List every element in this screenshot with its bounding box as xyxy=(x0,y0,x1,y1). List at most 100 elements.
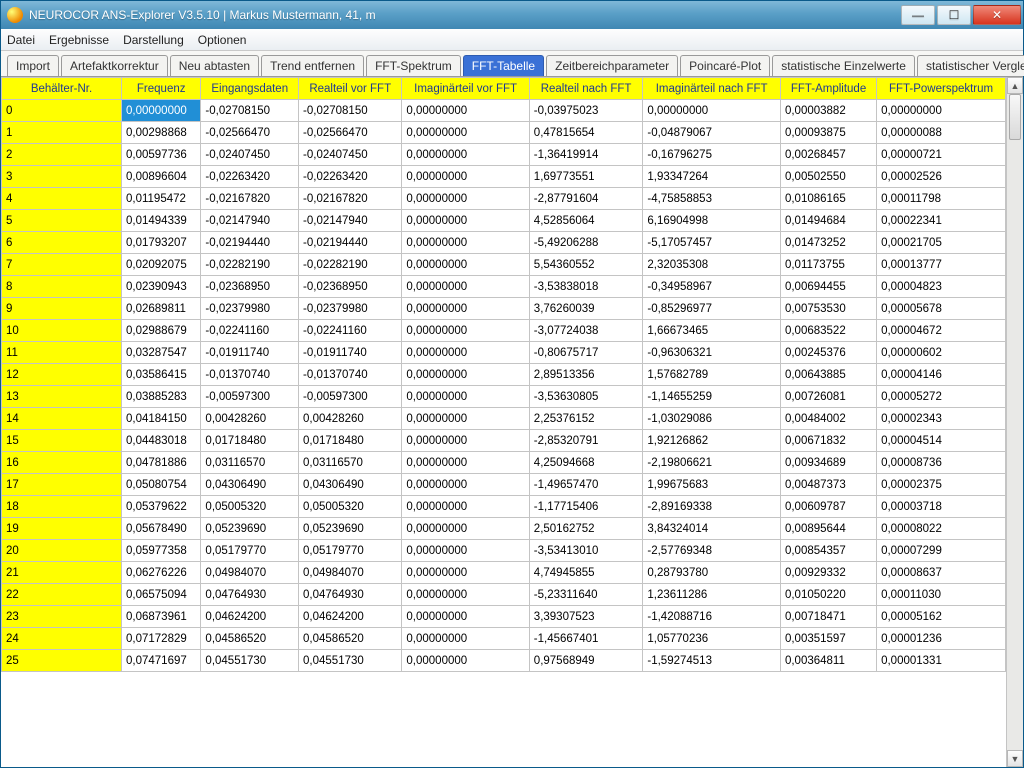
data-cell[interactable]: -0,16796275 xyxy=(643,144,781,166)
data-cell[interactable]: -0,02566470 xyxy=(201,122,299,144)
data-cell[interactable]: -0,02147940 xyxy=(201,210,299,232)
scroll-thumb[interactable] xyxy=(1009,94,1021,140)
data-cell[interactable]: 0,05239690 xyxy=(299,518,402,540)
data-cell[interactable]: 0,04306490 xyxy=(201,474,299,496)
data-cell[interactable]: 0,00000602 xyxy=(877,342,1006,364)
data-cell[interactable]: 0,05080754 xyxy=(122,474,201,496)
data-cell[interactable]: -1,03029086 xyxy=(643,408,781,430)
data-cell[interactable]: -3,07724038 xyxy=(529,320,643,342)
data-cell[interactable]: 0,00000000 xyxy=(402,518,529,540)
scroll-up-arrow[interactable]: ▲ xyxy=(1007,77,1023,94)
data-cell[interactable]: -1,17715406 xyxy=(529,496,643,518)
data-cell[interactable]: 1,05770236 xyxy=(643,628,781,650)
data-cell[interactable]: 0,00351597 xyxy=(780,628,876,650)
data-cell[interactable]: 0,00364811 xyxy=(780,650,876,672)
tab-4[interactable]: FFT-Spektrum xyxy=(366,55,461,76)
data-cell[interactable]: 0,04184150 xyxy=(122,408,201,430)
column-header-4[interactable]: Imaginärteil vor FFT xyxy=(402,78,529,100)
data-cell[interactable]: -3,53413010 xyxy=(529,540,643,562)
scroll-track[interactable] xyxy=(1007,94,1023,750)
data-cell[interactable]: 0,00000000 xyxy=(402,122,529,144)
data-cell[interactable]: 0,28793780 xyxy=(643,562,781,584)
data-cell[interactable]: 0,00093875 xyxy=(780,122,876,144)
data-cell[interactable]: 3,76260039 xyxy=(529,298,643,320)
data-cell[interactable]: 2,50162752 xyxy=(529,518,643,540)
bin-number-cell[interactable]: 21 xyxy=(2,562,122,584)
data-cell[interactable]: 0,04781886 xyxy=(122,452,201,474)
data-cell[interactable]: -0,00597300 xyxy=(201,386,299,408)
data-cell[interactable]: -3,53630805 xyxy=(529,386,643,408)
data-cell[interactable]: -0,02194440 xyxy=(201,232,299,254)
data-cell[interactable]: 1,69773551 xyxy=(529,166,643,188)
menu-options[interactable]: Optionen xyxy=(198,33,247,47)
data-cell[interactable]: 0,02689811 xyxy=(122,298,201,320)
data-cell[interactable]: 0,00003718 xyxy=(877,496,1006,518)
table-row[interactable]: 00,00000000-0,02708150-0,027081500,00000… xyxy=(2,100,1006,122)
data-cell[interactable]: -0,02407450 xyxy=(299,144,402,166)
data-cell[interactable]: 0,00000000 xyxy=(402,210,529,232)
table-row[interactable]: 40,01195472-0,02167820-0,021678200,00000… xyxy=(2,188,1006,210)
menu-results[interactable]: Ergebnisse xyxy=(49,33,109,47)
data-cell[interactable]: 5,54360552 xyxy=(529,254,643,276)
data-cell[interactable]: 0,01718480 xyxy=(299,430,402,452)
data-cell[interactable]: 0,00000000 xyxy=(402,430,529,452)
data-cell[interactable]: 0,00000000 xyxy=(402,232,529,254)
data-cell[interactable]: 0,00000088 xyxy=(877,122,1006,144)
tab-0[interactable]: Import xyxy=(7,55,59,76)
table-row[interactable]: 250,074716970,045517300,045517300,000000… xyxy=(2,650,1006,672)
data-cell[interactable]: 0,04551730 xyxy=(201,650,299,672)
data-cell[interactable]: 0,04764930 xyxy=(201,584,299,606)
data-cell[interactable]: -5,17057457 xyxy=(643,232,781,254)
data-cell[interactable]: 0,02092075 xyxy=(122,254,201,276)
bin-number-cell[interactable]: 10 xyxy=(2,320,122,342)
data-cell[interactable]: 0,00008022 xyxy=(877,518,1006,540)
data-cell[interactable]: 0,00013777 xyxy=(877,254,1006,276)
data-cell[interactable]: -2,19806621 xyxy=(643,452,781,474)
table-row[interactable]: 10,00298868-0,02566470-0,025664700,00000… xyxy=(2,122,1006,144)
tab-6[interactable]: Zeitbereichparameter xyxy=(546,55,678,76)
data-cell[interactable]: 3,84324014 xyxy=(643,518,781,540)
data-cell[interactable]: 0,00502550 xyxy=(780,166,876,188)
data-cell[interactable]: 0,04764930 xyxy=(299,584,402,606)
table-row[interactable]: 20,00597736-0,02407450-0,024074500,00000… xyxy=(2,144,1006,166)
data-cell[interactable]: 0,06575094 xyxy=(122,584,201,606)
data-cell[interactable]: 0,04624200 xyxy=(201,606,299,628)
table-row[interactable]: 140,041841500,004282600,004282600,000000… xyxy=(2,408,1006,430)
data-cell[interactable]: -0,02282190 xyxy=(201,254,299,276)
data-cell[interactable]: 0,00298868 xyxy=(122,122,201,144)
data-cell[interactable]: -2,89169338 xyxy=(643,496,781,518)
tab-7[interactable]: Poincaré-Plot xyxy=(680,55,770,76)
data-cell[interactable]: -0,96306321 xyxy=(643,342,781,364)
bin-number-cell[interactable]: 15 xyxy=(2,430,122,452)
data-cell[interactable]: 0,00000000 xyxy=(402,320,529,342)
data-cell[interactable]: 0,01086165 xyxy=(780,188,876,210)
data-cell[interactable]: 0,04483018 xyxy=(122,430,201,452)
data-cell[interactable]: 0,00004672 xyxy=(877,320,1006,342)
data-cell[interactable]: 0,00007299 xyxy=(877,540,1006,562)
data-cell[interactable]: 0,05179770 xyxy=(201,540,299,562)
data-cell[interactable]: 0,00000000 xyxy=(402,606,529,628)
data-cell[interactable]: 0,00000000 xyxy=(402,408,529,430)
column-header-5[interactable]: Realteil nach FFT xyxy=(529,78,643,100)
data-cell[interactable]: 0,02390943 xyxy=(122,276,201,298)
data-cell[interactable]: -0,02147940 xyxy=(299,210,402,232)
data-cell[interactable]: 0,05977358 xyxy=(122,540,201,562)
data-cell[interactable]: 0,00683522 xyxy=(780,320,876,342)
data-cell[interactable]: 0,01173755 xyxy=(780,254,876,276)
table-row[interactable]: 80,02390943-0,02368950-0,023689500,00000… xyxy=(2,276,1006,298)
data-cell[interactable]: 0,00008637 xyxy=(877,562,1006,584)
data-cell[interactable]: 0,00000000 xyxy=(122,100,201,122)
data-cell[interactable]: 0,00001331 xyxy=(877,650,1006,672)
data-cell[interactable]: 0,05678490 xyxy=(122,518,201,540)
data-cell[interactable]: 0,00934689 xyxy=(780,452,876,474)
column-header-6[interactable]: Imaginärteil nach FFT xyxy=(643,78,781,100)
data-cell[interactable]: 0,05239690 xyxy=(201,518,299,540)
tab-9[interactable]: statistischer Vergleich xyxy=(917,55,1024,76)
table-row[interactable]: 100,02988679-0,02241160-0,022411600,0000… xyxy=(2,320,1006,342)
data-cell[interactable]: 0,00000000 xyxy=(402,342,529,364)
data-cell[interactable]: 0,00005678 xyxy=(877,298,1006,320)
data-cell[interactable]: 0,00268457 xyxy=(780,144,876,166)
data-cell[interactable]: 0,00929332 xyxy=(780,562,876,584)
data-cell[interactable]: 0,00671832 xyxy=(780,430,876,452)
data-cell[interactable]: 0,00011798 xyxy=(877,188,1006,210)
